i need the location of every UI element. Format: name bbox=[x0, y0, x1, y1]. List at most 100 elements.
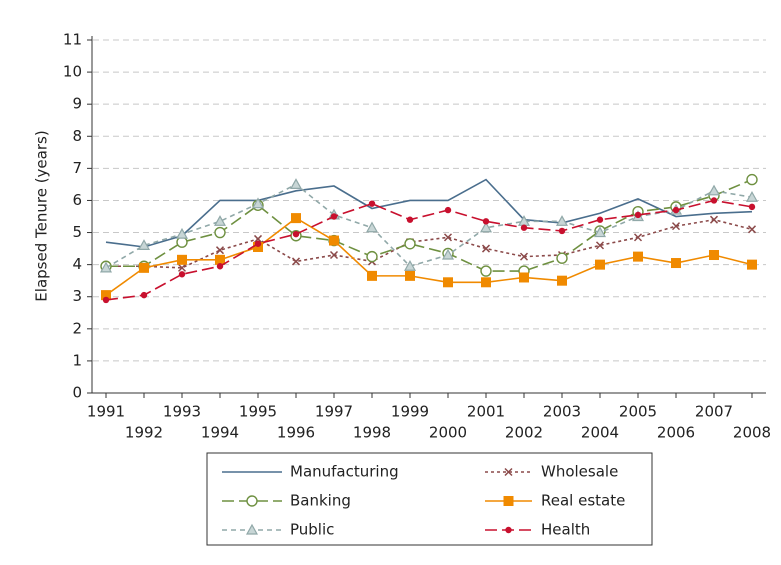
data-point bbox=[216, 263, 224, 270]
data-point bbox=[444, 206, 452, 214]
legend-label: Real estate bbox=[541, 492, 625, 510]
x-tick-label: 2008 bbox=[733, 424, 771, 442]
data-point bbox=[634, 211, 642, 219]
legend-item: Health bbox=[485, 521, 590, 539]
data-point bbox=[330, 213, 338, 220]
data-point bbox=[671, 258, 681, 269]
data-point bbox=[329, 235, 339, 246]
data-point bbox=[137, 239, 151, 250]
data-point bbox=[102, 296, 110, 304]
data-point bbox=[403, 260, 417, 271]
x-tick-label: 2006 bbox=[657, 424, 695, 442]
x-tick-label: 1994 bbox=[201, 424, 239, 442]
data-point bbox=[555, 215, 569, 226]
data-point bbox=[406, 216, 414, 223]
data-point bbox=[253, 234, 263, 243]
y-tick-label: 1 bbox=[72, 351, 82, 369]
x-tick-label: 2004 bbox=[581, 424, 619, 442]
data-point bbox=[479, 221, 493, 233]
y-tick-label: 4 bbox=[72, 255, 82, 273]
data-point bbox=[747, 259, 757, 270]
x-tick-label: 1997 bbox=[315, 403, 353, 421]
data-point bbox=[177, 263, 187, 272]
y-tick-label: 2 bbox=[72, 319, 82, 337]
x-tick-label: 1993 bbox=[163, 403, 201, 421]
data-point bbox=[482, 218, 490, 225]
legend-marker bbox=[504, 467, 513, 477]
y-tick-label: 0 bbox=[72, 384, 82, 402]
x-tick-label: 1992 bbox=[125, 424, 163, 442]
legend-box bbox=[206, 452, 653, 546]
data-point bbox=[633, 233, 643, 242]
x-tick-label: 2003 bbox=[543, 403, 581, 421]
data-point bbox=[140, 291, 148, 299]
series-line bbox=[105, 217, 753, 296]
legend-label: Banking bbox=[290, 492, 351, 510]
y-tick-label: 5 bbox=[72, 223, 82, 241]
data-point bbox=[558, 227, 566, 235]
x-tick-label: 2005 bbox=[619, 403, 657, 421]
data-point bbox=[746, 173, 758, 186]
data-point bbox=[404, 238, 416, 250]
data-point bbox=[292, 230, 300, 238]
legend-item: Banking bbox=[222, 492, 351, 510]
x-tick-label: 1998 bbox=[353, 424, 391, 442]
data-point bbox=[289, 178, 303, 190]
x-tick-label: 2000 bbox=[429, 424, 467, 442]
y-tick-label: 11 bbox=[63, 31, 82, 49]
legend-marker bbox=[245, 523, 259, 535]
legend-label: Public bbox=[290, 521, 334, 539]
data-point bbox=[215, 246, 225, 255]
series-line bbox=[106, 218, 753, 269]
data-point bbox=[443, 233, 453, 242]
data-point bbox=[633, 251, 643, 262]
x-tick-label: 1991 bbox=[87, 403, 125, 421]
y-axis-title: Elapsed Tenure (years) bbox=[33, 130, 51, 301]
data-point bbox=[253, 241, 263, 252]
data-point bbox=[139, 262, 149, 273]
legend-marker bbox=[503, 496, 514, 506]
legend-item: Wholesale bbox=[485, 463, 618, 481]
y-tick-label: 3 bbox=[72, 287, 82, 305]
data-point bbox=[556, 252, 568, 264]
data-point bbox=[101, 290, 111, 301]
legend-label: Wholesale bbox=[541, 463, 618, 481]
data-point bbox=[367, 270, 377, 281]
data-point bbox=[405, 270, 415, 281]
data-point bbox=[745, 191, 759, 202]
series-line bbox=[105, 183, 753, 269]
data-point bbox=[520, 224, 528, 231]
x-tick-label: 1995 bbox=[239, 403, 277, 421]
data-point bbox=[707, 184, 721, 196]
legend-item: Public bbox=[222, 521, 334, 539]
data-point bbox=[481, 277, 491, 288]
data-point bbox=[709, 250, 719, 261]
data-point bbox=[175, 227, 189, 239]
data-point bbox=[671, 222, 681, 231]
data-point bbox=[368, 200, 376, 207]
y-tick-label: 10 bbox=[63, 63, 82, 81]
y-tick-label: 6 bbox=[72, 191, 82, 209]
data-point bbox=[596, 216, 604, 223]
data-point bbox=[748, 203, 756, 211]
data-point bbox=[595, 259, 605, 270]
data-point bbox=[366, 250, 378, 263]
data-point bbox=[519, 272, 529, 283]
x-tick-label: 2007 bbox=[695, 403, 733, 421]
data-point bbox=[291, 213, 301, 224]
data-point bbox=[709, 215, 719, 224]
data-point bbox=[215, 254, 225, 265]
data-point bbox=[329, 250, 339, 260]
data-point bbox=[481, 244, 491, 253]
data-point bbox=[593, 226, 607, 238]
legend-label: Health bbox=[541, 521, 590, 539]
y-tick-label: 9 bbox=[72, 95, 82, 113]
data-point bbox=[291, 257, 301, 266]
y-tick-label: 8 bbox=[72, 127, 82, 145]
x-tick-label: 1996 bbox=[277, 424, 315, 442]
data-point bbox=[747, 225, 757, 234]
data-point bbox=[177, 254, 187, 265]
data-point bbox=[365, 221, 379, 233]
